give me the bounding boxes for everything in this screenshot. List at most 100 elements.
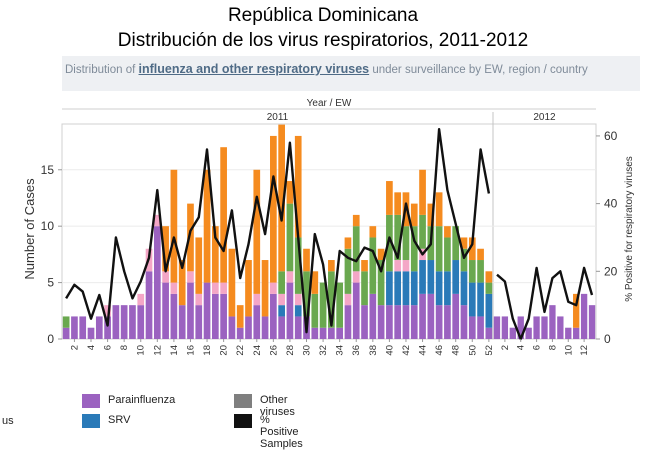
bar-segment <box>294 293 302 306</box>
bar-segment <box>95 316 103 339</box>
bar-segment <box>253 169 261 294</box>
bar-segment <box>71 316 78 339</box>
x-tick-label-2011: 6 <box>103 345 114 350</box>
bar-segment <box>402 260 410 272</box>
x-tick-label-2011: 28 <box>285 345 296 356</box>
bar-segment <box>187 271 194 283</box>
year-header-bg <box>62 92 596 118</box>
bar-segment <box>178 260 186 306</box>
x-tick-label-2011: 42 <box>401 345 412 356</box>
bar-segment <box>386 214 393 272</box>
bar-segment <box>573 293 580 328</box>
y-tick-label: 10 <box>41 219 55 233</box>
bar-segment <box>278 293 285 306</box>
bar-segment <box>468 260 476 283</box>
x-tick-label-2011: 24 <box>252 345 263 356</box>
bar-segment <box>533 316 540 339</box>
bar-segment <box>294 135 302 238</box>
bar-segment <box>328 271 335 328</box>
bar-segment <box>427 260 435 294</box>
x-tick-label-2012: 12 <box>579 345 590 356</box>
x-tick-label-2011: 12 <box>152 345 163 356</box>
bar-segment <box>501 316 509 339</box>
bar-segment <box>286 203 294 272</box>
legend-swatch-parainfluenza <box>82 394 100 408</box>
bar-segment <box>525 327 532 339</box>
legend-partial-label: us <box>2 415 14 427</box>
bar-segment <box>319 327 327 339</box>
bar-segment <box>162 226 169 272</box>
x-tick-label-2012: 10 <box>563 345 574 356</box>
bar-segment <box>336 327 344 339</box>
bar-segment <box>485 293 493 328</box>
bar-segment <box>211 293 219 339</box>
bar-segment <box>253 293 261 306</box>
y-tick-label: 5 <box>47 276 54 290</box>
bar-segment <box>294 305 302 317</box>
bar-segment <box>120 305 128 339</box>
legend-label-srv: SRV <box>108 414 131 426</box>
year-label-2012: 2012 <box>533 112 556 123</box>
bar-segment <box>62 327 70 339</box>
bar-segment <box>203 282 211 339</box>
bar-segment <box>170 282 178 294</box>
bar-segment <box>137 305 145 339</box>
x-tick-label-2011: 2 <box>69 345 80 350</box>
bar-segment <box>311 293 319 328</box>
bar-segment <box>352 271 360 283</box>
legend-label-other-viruses: Other viruses <box>260 394 295 418</box>
subtitle-prefix: Distribution of <box>65 64 139 76</box>
bar-segment <box>549 305 556 339</box>
bar-segment <box>236 305 244 328</box>
bar-segment <box>187 203 194 272</box>
bar-segment <box>394 305 402 339</box>
bar-segment <box>270 293 277 339</box>
bar-segment <box>352 282 360 339</box>
bar-segment <box>211 226 219 283</box>
bar-segment <box>493 316 501 339</box>
bar-segment <box>541 316 548 339</box>
bar-segment <box>245 260 252 317</box>
bar-segment <box>460 248 468 272</box>
bar-segment <box>435 305 443 339</box>
x-tick-label-2011: 46 <box>434 345 445 356</box>
bar-segment <box>104 305 111 317</box>
bar-segment <box>394 214 402 261</box>
bar-segment <box>253 305 261 339</box>
bar-segment <box>278 271 285 294</box>
subtitle-emphasis[interactable]: influenza and other respiratory viruses <box>138 62 370 76</box>
bar-segment <box>435 226 443 272</box>
x-tick-label-2011: 18 <box>202 345 213 356</box>
x-tick-label-2011: 4 <box>86 345 97 350</box>
bar-segment <box>410 226 418 272</box>
bar-segment <box>145 271 153 339</box>
bar-segment <box>477 316 484 339</box>
bar-segment <box>468 282 476 317</box>
x-tick-label-2011: 8 <box>119 345 130 350</box>
bar-segment <box>344 237 352 249</box>
bar-segment <box>427 203 435 227</box>
bar-segment <box>162 282 169 339</box>
x-tick-label-2011: 48 <box>451 345 462 356</box>
y2-tick-label: 20 <box>604 264 618 278</box>
bar-segment <box>419 169 426 215</box>
bar-segment <box>394 192 402 215</box>
title-line-2: Distribución de los virus respiratorios,… <box>117 30 529 51</box>
bar-segment <box>294 237 302 294</box>
x-tick-label-2011: 34 <box>335 345 346 356</box>
bar-segment <box>402 226 410 261</box>
bar-segment <box>369 293 377 339</box>
legend-swatch-other-viruses <box>234 394 252 408</box>
bar-segment <box>187 282 194 339</box>
bar-segment <box>286 271 294 283</box>
x-tick-label-2011: 40 <box>384 345 395 356</box>
x-tick-label-2012: 2 <box>500 345 511 350</box>
bar-segment <box>344 305 352 339</box>
x-tick-label-2012: 8 <box>547 345 558 350</box>
bar-segment <box>452 260 460 294</box>
legend-label-positive-samples: % Positive Samples <box>260 414 303 450</box>
bar-segment <box>245 316 252 339</box>
legend-swatch-positive-samples <box>234 414 252 428</box>
bar-segment <box>588 305 596 339</box>
